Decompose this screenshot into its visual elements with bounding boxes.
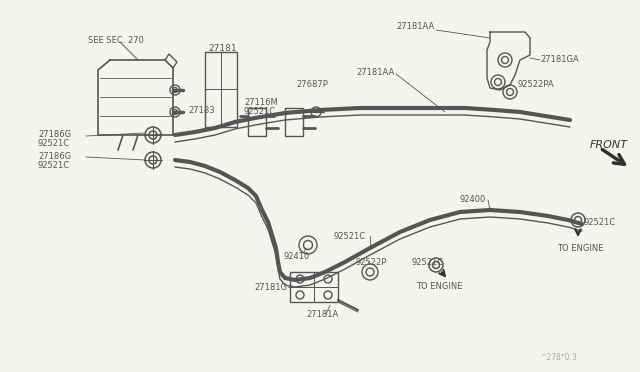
Text: 27181: 27181 [208, 44, 237, 53]
Text: 27183: 27183 [188, 106, 214, 115]
Text: TO ENGINE: TO ENGINE [557, 244, 604, 253]
Text: 92521C: 92521C [583, 218, 615, 227]
Bar [205, 52, 237, 127]
Text: TO ENGINE: TO ENGINE [416, 282, 463, 291]
Text: 92521C: 92521C [38, 161, 70, 170]
Text: SEE SEC. 270: SEE SEC. 270 [88, 36, 144, 45]
Text: 27181G: 27181G [254, 283, 287, 292]
Text: ^278*0:3: ^278*0:3 [540, 353, 577, 362]
Text: 92521C: 92521C [412, 258, 444, 267]
Text: 27181GA: 27181GA [540, 55, 579, 64]
Text: 92522PA: 92522PA [518, 80, 555, 89]
Text: 92522P: 92522P [355, 258, 387, 267]
Bar [290, 272, 338, 302]
Bar [248, 108, 266, 136]
Text: 92521C: 92521C [244, 107, 276, 116]
Text: 27186G: 27186G [38, 130, 71, 139]
Text: FRONT: FRONT [590, 140, 628, 150]
Text: 27181A: 27181A [306, 310, 339, 319]
Text: 92410: 92410 [284, 252, 310, 261]
Text: 92521C: 92521C [334, 232, 366, 241]
Text: 27116M: 27116M [244, 98, 278, 107]
Text: 27186G: 27186G [38, 152, 71, 161]
Text: 27181AA: 27181AA [396, 22, 435, 31]
Text: 92521C: 92521C [38, 139, 70, 148]
Text: 92400: 92400 [460, 195, 486, 204]
Text: 27181AA: 27181AA [356, 68, 394, 77]
Bar [285, 108, 303, 136]
Text: 27687P: 27687P [296, 80, 328, 89]
